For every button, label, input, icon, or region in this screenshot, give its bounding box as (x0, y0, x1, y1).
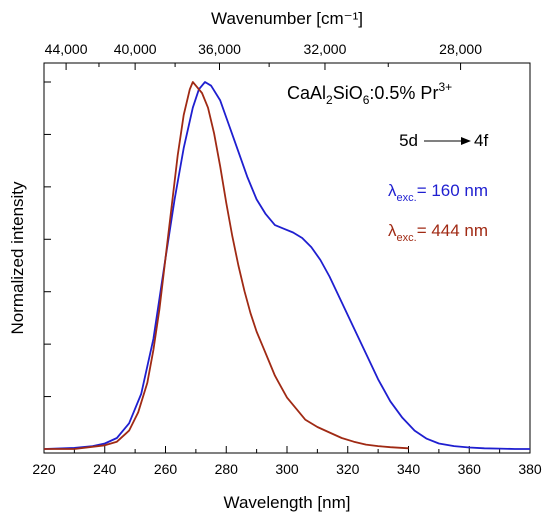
x-axis-label: Wavelength [nm] (224, 493, 351, 512)
x-tick-label: 320 (336, 461, 360, 477)
legend-value: = 444 nm (417, 221, 488, 240)
plot-frame (43, 62, 531, 454)
transition-arrowhead (461, 137, 471, 145)
transition-from-label: 5d (399, 131, 418, 150)
y-axis (44, 81, 51, 450)
legend-label-160nm: λexc.= 160 nm (388, 181, 488, 204)
x-tick-label: 340 (397, 461, 421, 477)
top-tick-label: 36,000 (198, 41, 241, 57)
transition-to-label: 4f (474, 131, 488, 150)
top-tick-label: 44,000 (45, 41, 88, 57)
legend-subscript: exc. (397, 192, 417, 204)
series-line-444nm (44, 81, 409, 450)
compound-subscript: 2 (326, 93, 333, 107)
compound-part: SiO (333, 83, 363, 103)
top-tick-label: 40,000 (114, 41, 157, 57)
x-axis: 220 240 260 280 300 320 340 360 380 (32, 446, 542, 477)
top-axis-label: Wavenumber [cm⁻¹] (211, 9, 363, 28)
top-tick-label: 28,000 (439, 41, 482, 57)
series-layer (43, 81, 530, 450)
top-axis: 44,000 40,000 36,000 32,000 28,000 (45, 41, 482, 70)
compound-label: CaAl2SiO6:0.5% Pr3+ (287, 80, 452, 107)
y-axis-label: Normalized intensity (8, 181, 27, 335)
x-tick-label: 260 (154, 461, 178, 477)
compound-subscript: 6 (363, 93, 370, 107)
legend-label-444nm: λexc.= 444 nm (388, 221, 488, 244)
x-tick-label: 240 (93, 461, 117, 477)
compound-superscript: 3+ (438, 80, 452, 94)
x-tick-label: 300 (275, 461, 299, 477)
x-tick-label: 380 (518, 461, 542, 477)
legend-symbol: λ (388, 221, 397, 240)
legend-subscript: exc. (397, 232, 417, 244)
compound-part: :0.5% Pr (369, 83, 438, 103)
legend-symbol: λ (388, 181, 397, 200)
series-line-160nm (43, 81, 530, 450)
top-tick-label: 32,000 (304, 41, 347, 57)
x-tick-label: 280 (215, 461, 239, 477)
compound-part: CaAl (287, 83, 326, 103)
legend-value: = 160 nm (417, 181, 488, 200)
x-tick-label: 220 (32, 461, 56, 477)
x-tick-label: 360 (458, 461, 482, 477)
